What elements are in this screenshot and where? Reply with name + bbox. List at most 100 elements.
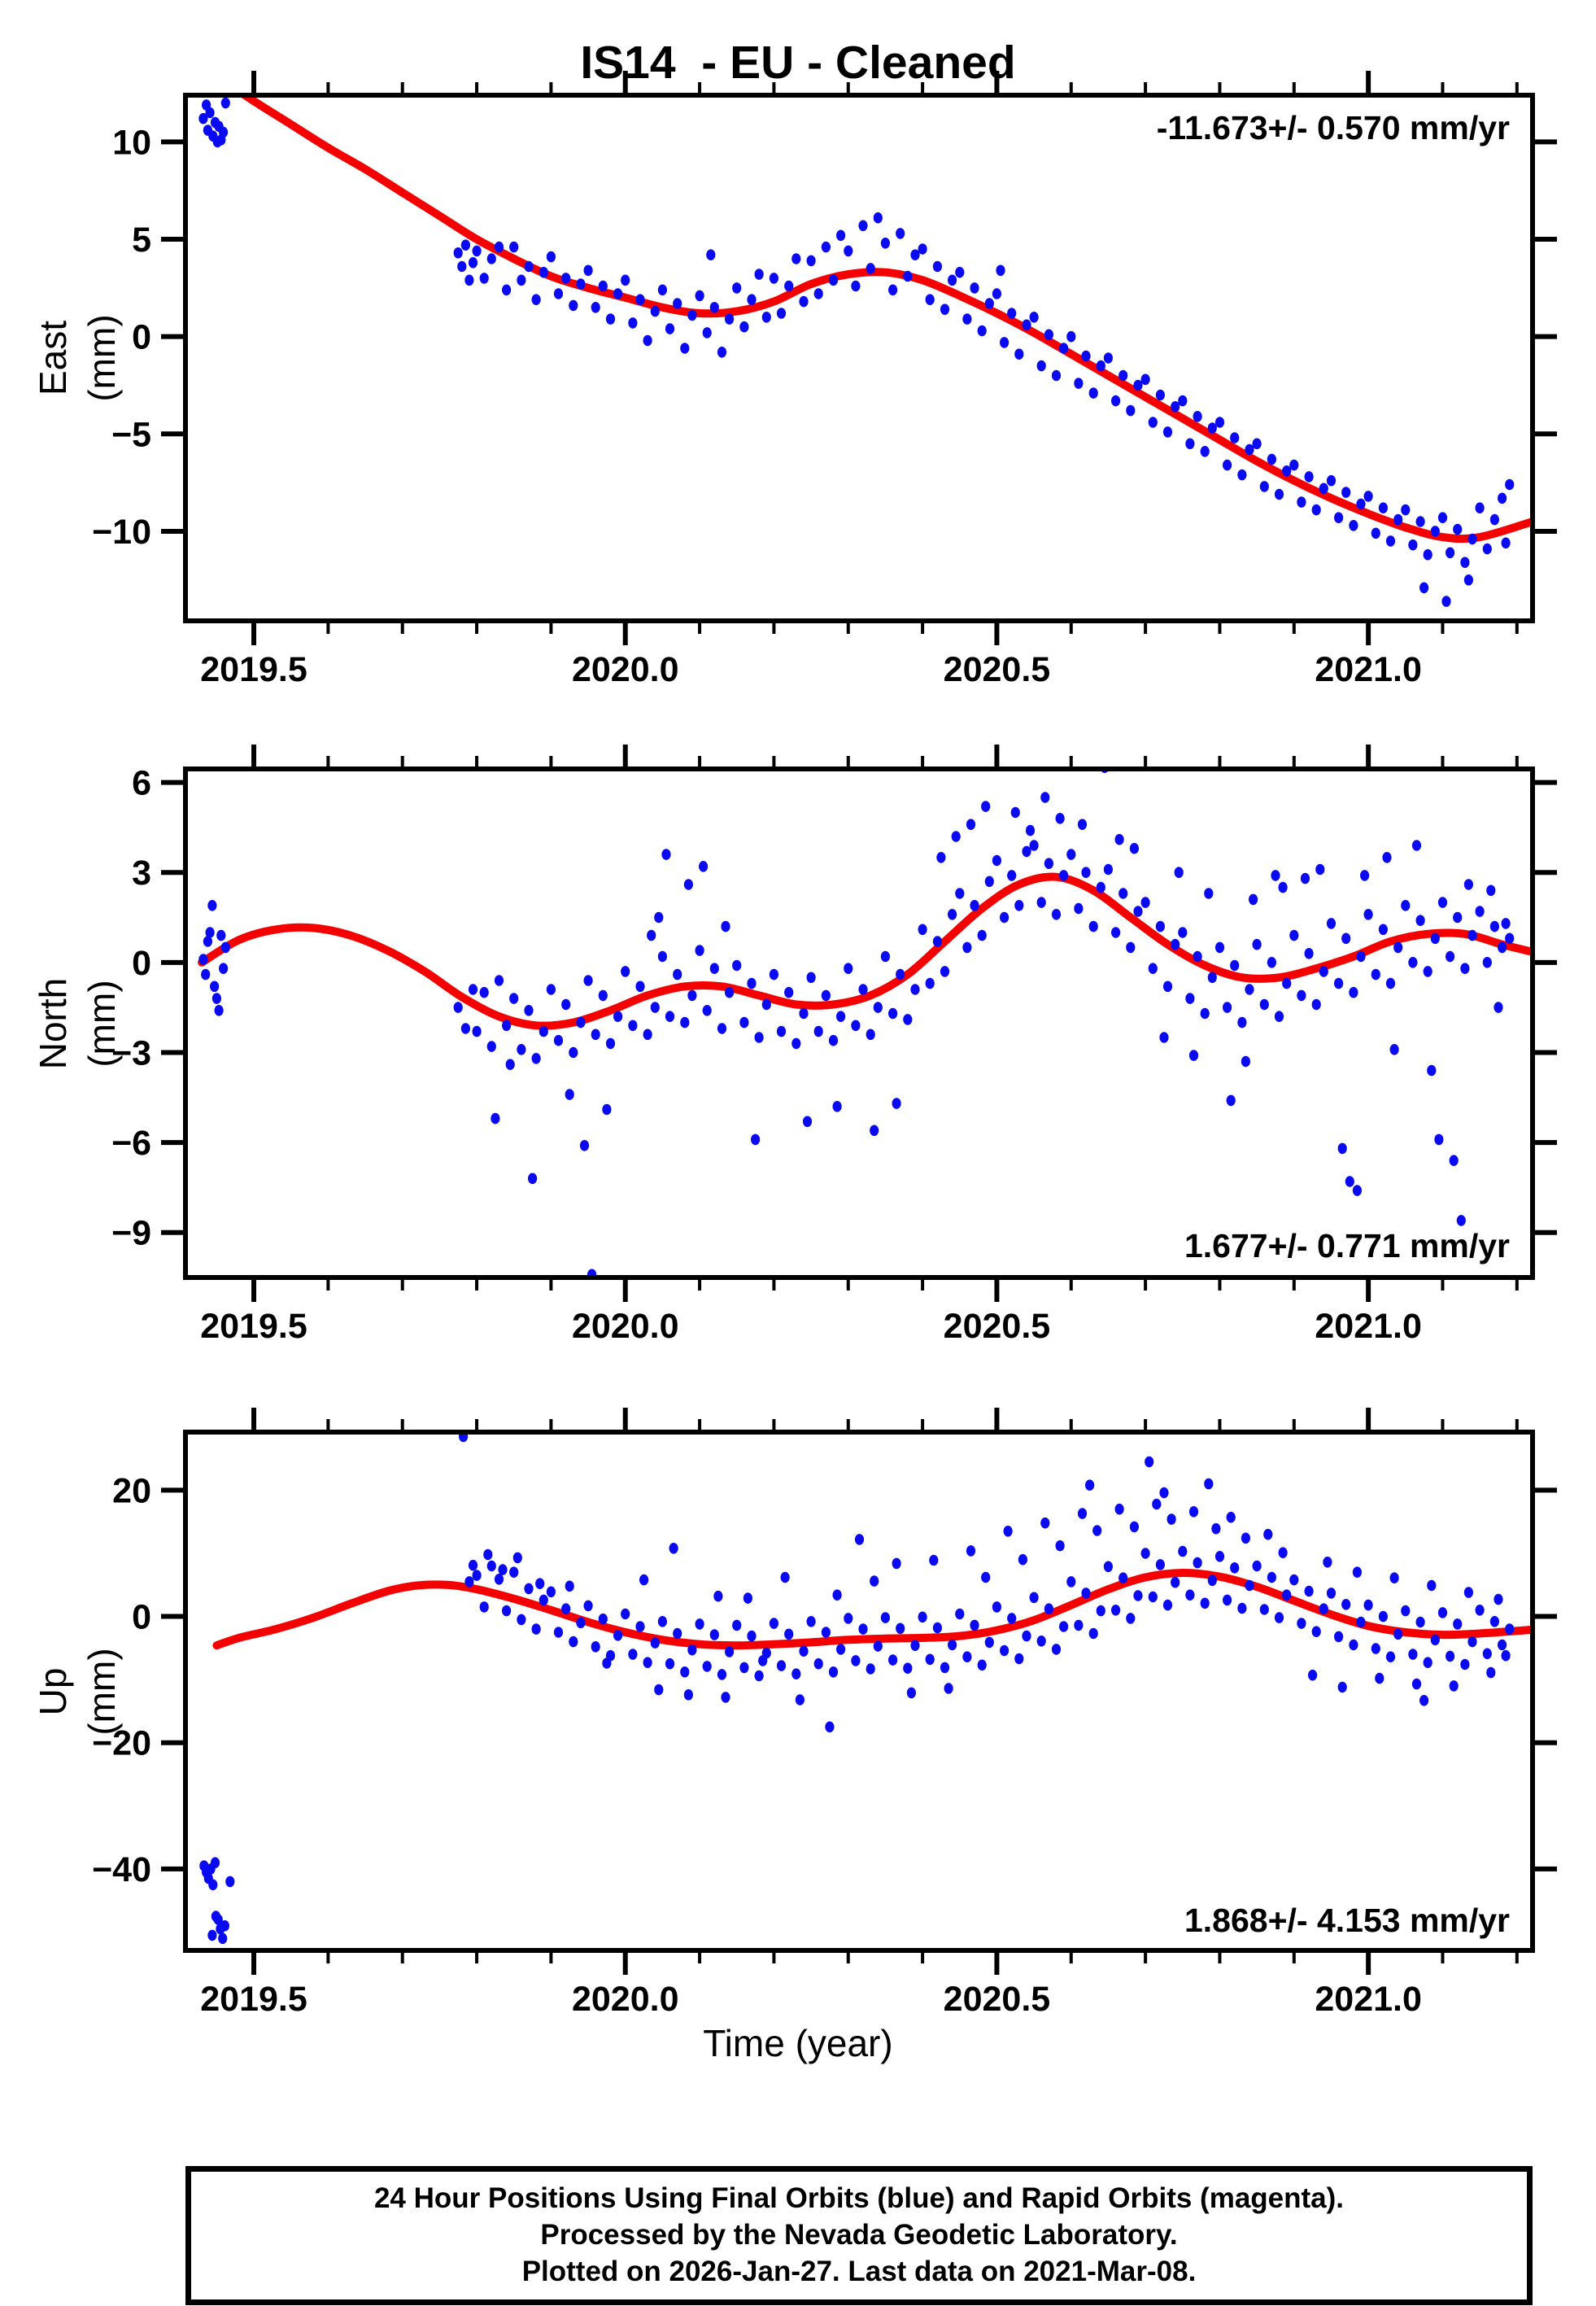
data-point [761, 998, 771, 1011]
data-point [1018, 1553, 1027, 1566]
data-point [546, 251, 556, 263]
data-point [1385, 535, 1396, 547]
data-point [208, 1879, 218, 1891]
data-point [776, 1660, 787, 1671]
data-point [1059, 1621, 1069, 1632]
data-point [1051, 369, 1062, 382]
data-point [1029, 840, 1039, 851]
data-point [717, 1669, 727, 1680]
data-point [1211, 1522, 1221, 1535]
north-scatter [198, 769, 1515, 1277]
data-point [1044, 1603, 1053, 1614]
data-point [896, 1622, 905, 1635]
figure-title: IS14 - EU - Cleaned [580, 37, 1016, 89]
data-point [870, 1575, 879, 1587]
data-point [591, 1641, 600, 1653]
data-point [866, 263, 875, 274]
data-point [828, 1034, 839, 1046]
data-point [1055, 813, 1065, 824]
data-point [1230, 1562, 1240, 1574]
data-point [1014, 900, 1024, 911]
data-point [220, 1919, 229, 1932]
data-point [1278, 1547, 1288, 1558]
data-point [1088, 387, 1098, 399]
data-point [1066, 1576, 1076, 1588]
data-point [512, 1552, 522, 1564]
data-point [1282, 465, 1292, 477]
data-point [1498, 1639, 1507, 1651]
data-point [647, 929, 656, 941]
data-point [984, 876, 994, 888]
data-point [854, 1534, 865, 1545]
data-point [977, 929, 987, 941]
data-point [948, 909, 957, 920]
data-point [1385, 977, 1396, 989]
data-point [732, 1619, 742, 1631]
data-point [1207, 1574, 1217, 1587]
data-point [1237, 469, 1247, 481]
data-point [1304, 948, 1314, 959]
data-point [613, 1011, 623, 1022]
data-point [780, 1571, 790, 1583]
data-point [576, 278, 586, 290]
data-point [892, 1098, 901, 1109]
east-velocity-annotation: -11.673+/- 0.570 mm/yr [1156, 109, 1510, 146]
data-point [561, 1603, 571, 1614]
data-point [1096, 881, 1105, 893]
data-point [1486, 1666, 1496, 1679]
y-tick-label: 6 [132, 764, 151, 803]
data-point [531, 1623, 541, 1635]
data-point [1193, 950, 1202, 963]
time-axis-label: Time (year) [703, 2022, 893, 2064]
data-point [1007, 1613, 1017, 1624]
data-point [643, 1657, 652, 1668]
data-point [553, 1627, 564, 1638]
data-point [1326, 474, 1337, 487]
data-point [494, 241, 504, 253]
data-point [813, 1025, 823, 1037]
data-point [821, 1627, 831, 1638]
data-point [1446, 950, 1455, 963]
data-point [531, 294, 541, 306]
data-point [643, 1029, 652, 1041]
data-point [1423, 548, 1432, 561]
data-point [825, 1721, 835, 1733]
data-point [1482, 543, 1492, 555]
data-point [1389, 1572, 1399, 1583]
data-point [813, 288, 823, 299]
data-point [687, 309, 697, 321]
data-point [1415, 516, 1425, 527]
data-point [1460, 557, 1470, 568]
data-point [1389, 1044, 1399, 1055]
data-point [509, 241, 519, 253]
data-point [1267, 1571, 1276, 1583]
x-tick-label: 2021.0 [1315, 650, 1422, 689]
data-point [1319, 966, 1328, 977]
data-point [1411, 1678, 1422, 1690]
x-tick-label: 2019.5 [200, 1307, 307, 1346]
data-point [205, 927, 215, 938]
data-point [1263, 1528, 1273, 1540]
data-point [591, 302, 600, 313]
data-point [1475, 1605, 1485, 1616]
data-point [524, 1583, 534, 1595]
data-point [784, 280, 794, 292]
data-point [1133, 1590, 1143, 1601]
data-point [791, 1037, 801, 1050]
data-point [880, 950, 890, 963]
data-point [721, 920, 730, 932]
caption-line-2: Processed by the Nevada Geodetic Laborat… [540, 2219, 1178, 2251]
north-panel: 2019.5 2020.0 2020.5 2021.0 6 3 0 −3 −6 −9 [111, 745, 1557, 1346]
data-point [1140, 1548, 1150, 1559]
data-point [977, 325, 987, 337]
data-point [1494, 1002, 1503, 1013]
data-point [1467, 929, 1477, 941]
data-point [910, 984, 920, 995]
data-point [1185, 438, 1195, 450]
data-point [1252, 1560, 1262, 1572]
data-point [1025, 824, 1036, 836]
data-point [1441, 596, 1451, 607]
data-point [873, 212, 883, 224]
data-point [1010, 806, 1020, 819]
data-point [1289, 459, 1299, 471]
